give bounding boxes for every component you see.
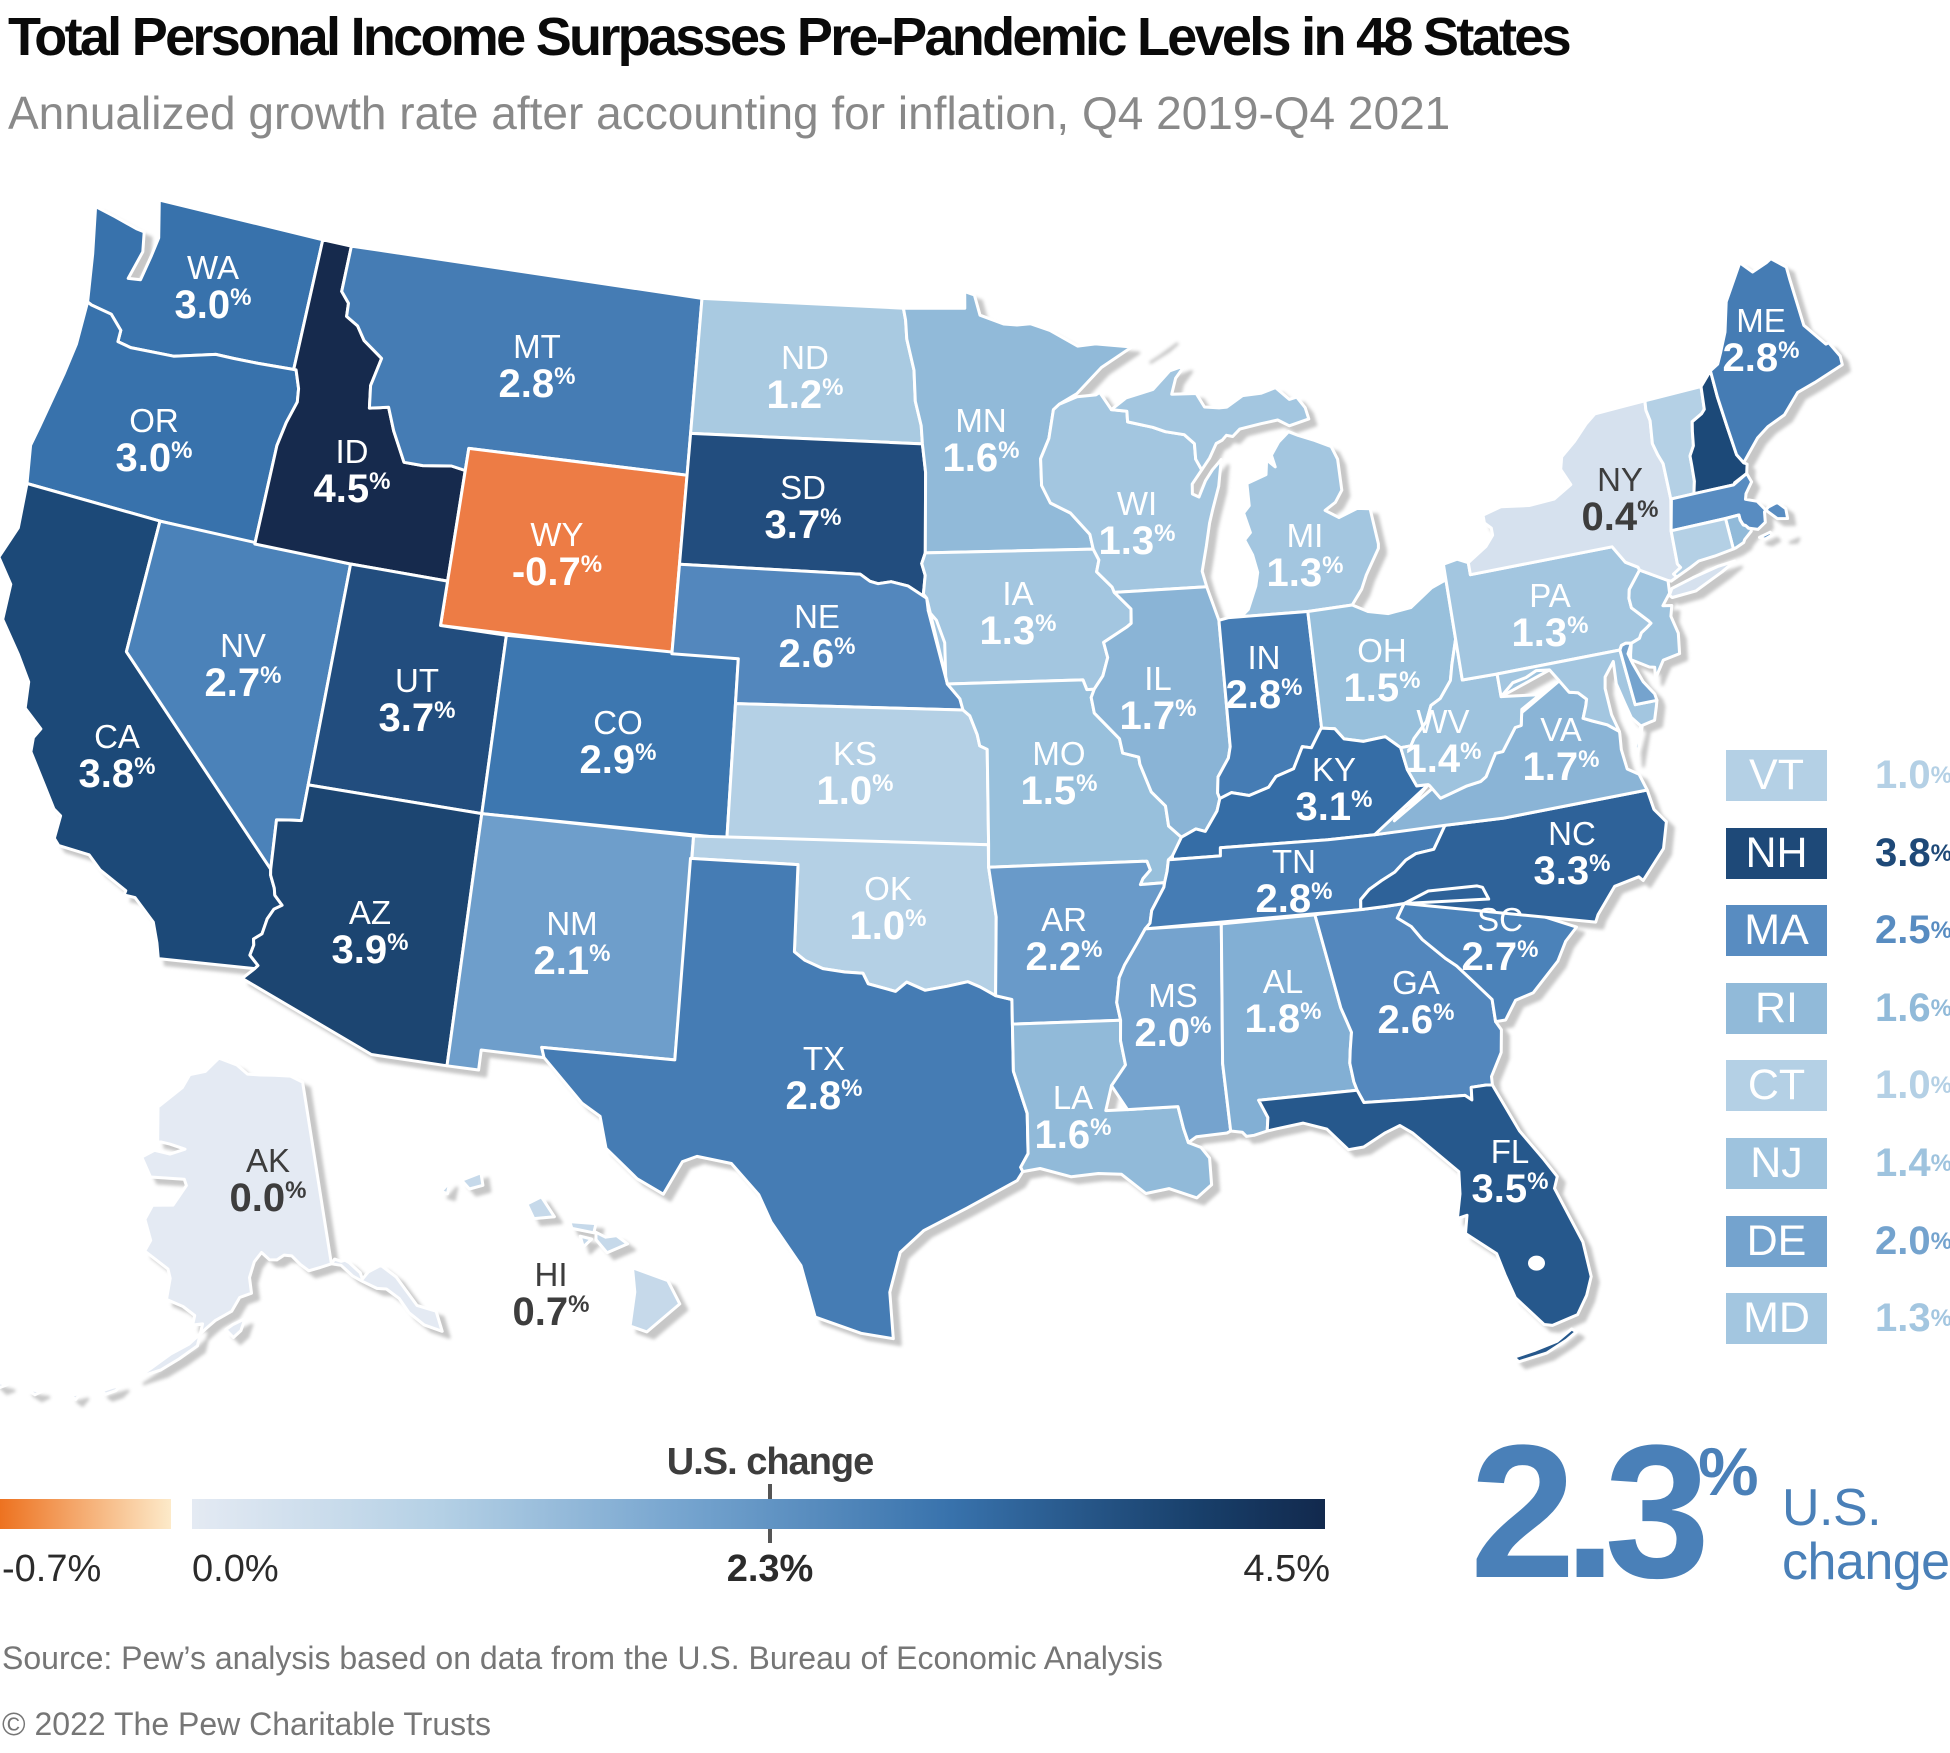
svg-text:PA: PA bbox=[1529, 577, 1571, 614]
svg-text:2.8%: 2.8% bbox=[786, 1074, 863, 1118]
svg-text:CO: CO bbox=[593, 704, 643, 741]
svg-text:ND: ND bbox=[781, 339, 829, 376]
svg-text:OH: OH bbox=[1357, 632, 1407, 669]
svg-text:AR: AR bbox=[1041, 901, 1087, 938]
svg-text:FL: FL bbox=[1491, 1133, 1530, 1170]
svg-text:1.3%: 1.3% bbox=[1099, 519, 1176, 563]
svg-text:IN: IN bbox=[1248, 639, 1281, 676]
svg-text:0.7%: 0.7% bbox=[513, 1290, 590, 1334]
svg-text:CA: CA bbox=[94, 718, 140, 755]
svg-text:OR: OR bbox=[129, 402, 179, 439]
svg-text:HI: HI bbox=[535, 1256, 568, 1293]
svg-text:KY: KY bbox=[1312, 751, 1356, 788]
svg-text:MT: MT bbox=[513, 328, 561, 365]
svg-text:1.4%: 1.4% bbox=[1405, 737, 1482, 781]
svg-text:NM: NM bbox=[546, 905, 597, 942]
svg-text:KS: KS bbox=[833, 735, 877, 772]
svg-text:2.8%: 2.8% bbox=[1256, 877, 1333, 921]
svg-text:OK: OK bbox=[864, 870, 912, 907]
svg-text:ID: ID bbox=[336, 433, 369, 470]
svg-text:UT: UT bbox=[395, 662, 439, 699]
svg-text:NC: NC bbox=[1548, 815, 1596, 852]
svg-text:2.6%: 2.6% bbox=[1378, 998, 1455, 1042]
svg-text:SD: SD bbox=[780, 469, 826, 506]
svg-text:MN: MN bbox=[955, 402, 1006, 439]
svg-text:VA: VA bbox=[1540, 711, 1582, 748]
svg-text:GA: GA bbox=[1392, 964, 1440, 1001]
svg-text:TN: TN bbox=[1272, 843, 1316, 880]
svg-text:3.0%: 3.0% bbox=[116, 436, 193, 480]
svg-text:2.0%: 2.0% bbox=[1135, 1011, 1212, 1055]
svg-text:LA: LA bbox=[1053, 1079, 1093, 1116]
svg-text:MS: MS bbox=[1148, 977, 1198, 1014]
svg-text:MO: MO bbox=[1032, 735, 1085, 772]
svg-text:WV: WV bbox=[1416, 703, 1469, 740]
svg-text:WA: WA bbox=[187, 249, 239, 286]
svg-text:3.0%: 3.0% bbox=[175, 283, 252, 327]
svg-text:NV: NV bbox=[220, 627, 266, 664]
svg-text:WY: WY bbox=[530, 516, 583, 553]
svg-text:AL: AL bbox=[1263, 963, 1303, 1000]
svg-text:NE: NE bbox=[794, 598, 840, 635]
svg-text:3.1%: 3.1% bbox=[1296, 785, 1373, 829]
svg-text:IA: IA bbox=[1002, 575, 1033, 612]
svg-text:3.7%: 3.7% bbox=[765, 503, 842, 547]
svg-text:AZ: AZ bbox=[349, 894, 391, 931]
svg-text:AK: AK bbox=[246, 1142, 290, 1179]
svg-text:1.5%: 1.5% bbox=[1344, 666, 1421, 710]
svg-text:SC: SC bbox=[1477, 901, 1523, 938]
svg-text:TX: TX bbox=[803, 1040, 845, 1077]
svg-text:2.8%: 2.8% bbox=[1723, 336, 1800, 380]
svg-text:ME: ME bbox=[1736, 302, 1786, 339]
svg-text:IL: IL bbox=[1144, 660, 1172, 697]
svg-text:NY: NY bbox=[1597, 461, 1643, 498]
svg-text:MI: MI bbox=[1287, 517, 1324, 554]
svg-text:WI: WI bbox=[1117, 485, 1157, 522]
